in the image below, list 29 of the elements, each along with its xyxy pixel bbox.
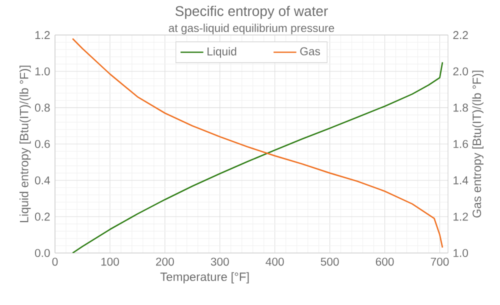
y2-tick-label: 1.4 [454,176,468,184]
y2-axis-title: Gas entropy [Btu(IT)/(lb °F)] [472,70,484,218]
y-tick-label: 0.2 [34,212,50,221]
legend-label: Liquid [208,47,236,58]
x-axis-title: Temperature [°F] [160,272,249,284]
y-tick-label: 0.6 [34,140,50,148]
x-tick-label: 700 [430,258,449,266]
y2-tick-label: 2.0 [453,67,468,76]
x-tick-label: 300 [210,258,229,266]
x-tick-label: 0 [52,258,58,266]
chart-subtitle: at gas-liquid equilibrium pressure [168,24,334,34]
y-tick-label: 1.2 [35,31,50,39]
x-tick-label: 400 [266,258,284,266]
x-tick-label: 600 [376,258,394,266]
x-tick-label: 200 [156,258,174,266]
y2-tick-label: 1.2 [454,212,468,221]
y2-tick-label: 1.6 [454,140,468,148]
y-tick-label: 0.8 [34,104,50,112]
y2-tick-label: 1.0 [454,249,468,258]
chart-title: Specific entropy of water [175,6,328,19]
y-tick-label: 0.0 [34,249,50,258]
y-axis-title: Liquid entropy [Btu(IT)/(lb °F)] [20,66,31,222]
x-tick-label: 500 [320,258,339,266]
legend-label: Gas [300,47,320,56]
y2-tick-label: 1.8 [454,104,468,112]
y2-tick-label: 2.2 [453,31,468,39]
y-tick-label: 0.4 [34,176,50,184]
y-tick-label: 1.0 [35,67,50,76]
x-tick-label: 100 [101,258,119,266]
